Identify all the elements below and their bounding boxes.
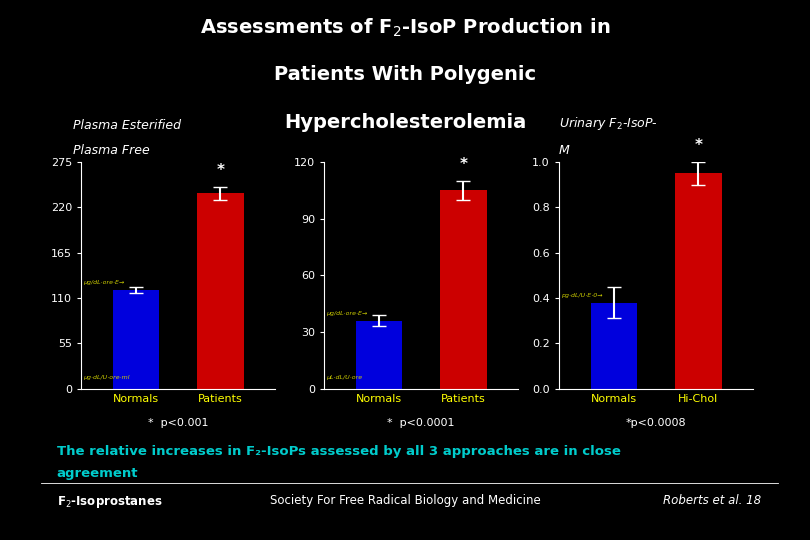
- Bar: [113, 290, 160, 389]
- Text: Urinary F$_2$-IsoP-: Urinary F$_2$-IsoP-: [559, 116, 658, 132]
- Text: μg/dL·ore·E→: μg/dL·ore·E→: [326, 311, 367, 316]
- Text: Patients With Polygenic: Patients With Polygenic: [274, 65, 536, 84]
- Bar: [356, 321, 403, 389]
- Text: pg·dL/U·E·0→: pg·dL/U·E·0→: [561, 293, 602, 298]
- Text: *: *: [216, 163, 224, 178]
- Text: Society For Free Radical Biology and Medicine: Society For Free Radical Biology and Med…: [270, 494, 540, 507]
- Text: F$_2$-Isoprostanes: F$_2$-Isoprostanes: [57, 494, 162, 510]
- Text: Plasma Esterified: Plasma Esterified: [73, 119, 181, 132]
- Text: M: M: [559, 144, 569, 157]
- Text: μL·dL/U·ore: μL·dL/U·ore: [326, 375, 362, 380]
- Text: agreement: agreement: [57, 467, 139, 480]
- Text: *: *: [459, 157, 467, 172]
- Text: Assessments of F$_2$-IsoP Production in: Assessments of F$_2$-IsoP Production in: [200, 16, 610, 38]
- Text: μg/dL·ore·E→: μg/dL·ore·E→: [83, 280, 124, 285]
- Bar: [197, 193, 244, 389]
- Bar: [675, 173, 722, 389]
- Text: μg·dL/U·ore·ml: μg·dL/U·ore·ml: [83, 375, 129, 380]
- Text: Hypercholesterolemia: Hypercholesterolemia: [284, 113, 526, 132]
- Text: *  p<0.001: * p<0.001: [148, 418, 208, 429]
- Bar: [590, 302, 637, 389]
- Text: *: *: [694, 138, 702, 153]
- Text: *  p<0.0001: * p<0.0001: [387, 418, 455, 429]
- Bar: [440, 191, 487, 389]
- Text: Roberts et al. 18: Roberts et al. 18: [663, 494, 761, 507]
- Text: Plasma Free: Plasma Free: [73, 144, 150, 157]
- Text: *p<0.0008: *p<0.0008: [626, 418, 686, 429]
- Text: The relative increases in F₂-IsoPs assessed by all 3 approaches are in close: The relative increases in F₂-IsoPs asses…: [57, 446, 620, 458]
